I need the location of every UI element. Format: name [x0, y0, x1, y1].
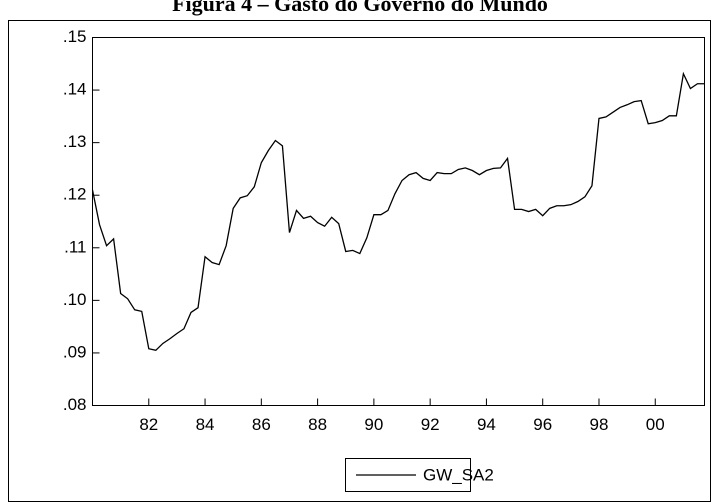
legend-label: GW_SA2: [423, 465, 494, 484]
x-tick-label: 92: [421, 415, 440, 434]
y-tick-label: .14: [63, 80, 87, 99]
x-tick-label: 00: [646, 415, 665, 434]
y-tick-label: .08: [63, 395, 87, 414]
chart-title: Figura 4 – Gasto do Governo do Mundo: [172, 0, 548, 16]
y-tick-label: .10: [63, 290, 87, 309]
x-tick-label: 98: [590, 415, 609, 434]
x-tick-label: 96: [533, 415, 552, 434]
y-tick-label: .15: [63, 27, 87, 46]
x-tick-label: 82: [139, 415, 158, 434]
y-tick-label: .12: [63, 185, 87, 204]
plot-frame: [92, 37, 705, 406]
x-tick-label: 90: [364, 415, 383, 434]
series-line: [91, 71, 705, 352]
x-tick-label: 94: [477, 415, 496, 434]
y-tick-label: .09: [63, 342, 87, 361]
y-tick-label: .11: [64, 237, 86, 256]
y-tick-label: .13: [63, 132, 87, 151]
x-tick-label: 86: [252, 415, 271, 434]
x-tick-label: 88: [308, 415, 327, 434]
x-tick-label: 84: [196, 415, 215, 434]
